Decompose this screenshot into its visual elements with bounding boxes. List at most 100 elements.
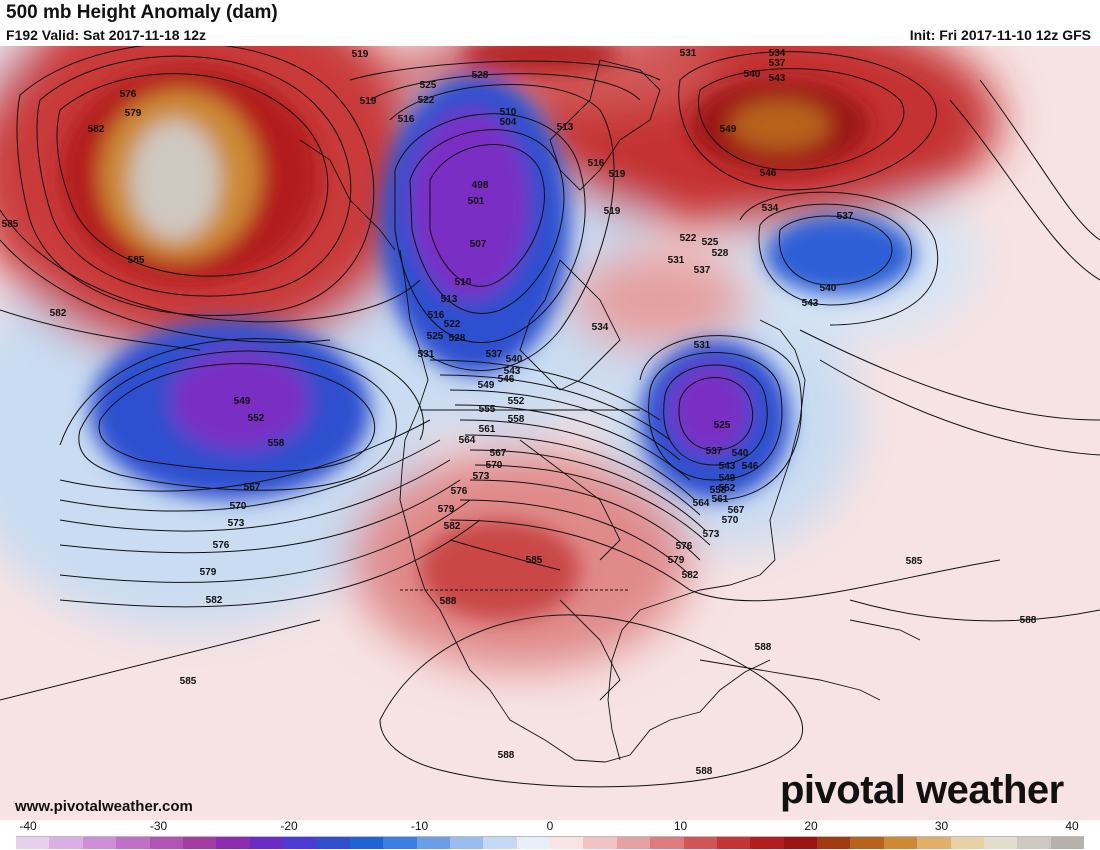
contour-label: 537: [769, 58, 786, 69]
contour-label: 516: [588, 158, 605, 169]
colorbar-swatch: [1017, 837, 1051, 849]
coastlines: [299, 59, 921, 763]
contour-label: 513: [441, 294, 458, 305]
colorbar-swatch: [283, 837, 317, 849]
contour-label: 516: [428, 310, 445, 321]
contour-label: 585: [180, 676, 197, 687]
contour-label: 540: [732, 448, 749, 459]
contour-label: 534: [769, 48, 786, 59]
colorbar-swatch: [817, 837, 851, 849]
contour-label: 567: [490, 448, 507, 459]
contour-label: 537: [694, 265, 711, 276]
contour-label: 567: [728, 505, 745, 516]
contour-label: 552: [508, 396, 525, 407]
contour-label: 585: [526, 555, 543, 566]
contour-label: 582: [444, 521, 461, 532]
colorbar-swatch: [216, 837, 250, 849]
contour-label: 501: [468, 196, 485, 207]
colorbar-tick-label: -30: [149, 819, 168, 833]
contour-label: 585: [128, 255, 145, 266]
contour-label: 537: [486, 349, 503, 360]
colorbar-swatch: [950, 837, 984, 849]
contour-label: 519: [609, 169, 626, 180]
colorbar-swatch: [650, 837, 684, 849]
init-time: Init: Fri 2017-11-10 12z GFS: [909, 27, 1091, 43]
contour-label: 543: [719, 461, 736, 472]
colorbar-swatch: [149, 837, 183, 849]
colorbar-swatch: [316, 837, 350, 849]
contour-label: 588: [755, 642, 772, 653]
contour-label: 579: [438, 504, 455, 515]
contour-label: 561: [712, 494, 729, 505]
contour-label: 519: [604, 206, 621, 217]
contour-label: 561: [479, 424, 496, 435]
contour-label: 552: [719, 483, 736, 494]
contour-label: 531: [680, 48, 697, 59]
colorbar-swatch: [783, 837, 817, 849]
contour-label: 522: [680, 233, 697, 244]
contour-label: 525: [702, 237, 719, 248]
website-url[interactable]: www.pivotalweather.com: [15, 798, 193, 815]
contour-label: 585: [2, 219, 19, 230]
colorbar-tick-label: -10: [410, 819, 429, 833]
contour-label: 531: [694, 340, 711, 351]
contour-label: 549: [719, 473, 736, 484]
colorbar-tick-label: 20: [804, 819, 818, 833]
colorbar-tick-label: 10: [673, 819, 688, 833]
map-header: 500 mb Height Anomaly (dam) F192 Valid: …: [0, 0, 1100, 46]
contour-label: 549: [478, 380, 495, 391]
contour-label: 510: [500, 107, 517, 118]
contour-label: 585: [906, 556, 923, 567]
contour-label: 573: [228, 518, 245, 529]
colorbar-swatch: [449, 837, 484, 849]
colorbar-swatch: [249, 837, 283, 849]
contour-label: 498: [472, 180, 489, 191]
contour-label: 582: [682, 570, 699, 581]
contour-label: 546: [742, 461, 759, 472]
colorbar-tick-label: 40: [1065, 819, 1079, 833]
colorbar-swatch: [516, 837, 550, 849]
contour-label: 540: [820, 283, 837, 294]
colorbar-swatch: [683, 837, 717, 849]
contour-label: 537: [837, 211, 854, 222]
contour-label: 531: [418, 349, 435, 360]
contour-label: 534: [592, 322, 609, 333]
colorbar-swatch: [416, 837, 450, 849]
contour-label: 576: [120, 89, 137, 100]
colorbar-swatch: [1050, 837, 1084, 849]
colorbar-tick-label: 30: [934, 819, 949, 833]
contour-label: 540: [506, 354, 523, 365]
colorbar-swatch: [750, 837, 784, 849]
colorbar-swatch: [583, 837, 617, 849]
colorbar-swatch: [716, 837, 751, 849]
contour-label: 546: [760, 168, 777, 179]
contour-label: 531: [668, 255, 685, 266]
contour-label: 534: [762, 203, 779, 214]
colorbar-swatch: [883, 837, 918, 849]
height-contours: [0, 46, 1100, 788]
colorbar-swatch: [483, 837, 517, 849]
pivotal-weather-logo: pivotal weather: [780, 768, 1064, 812]
contour-label: 564: [459, 435, 476, 446]
contour-label: 528: [472, 70, 489, 81]
contour-label: 588: [1020, 615, 1037, 626]
colorbar-swatch: [917, 837, 951, 849]
contour-label: 507: [470, 239, 487, 250]
colorbar-tick-label: -20: [280, 819, 298, 833]
contour-label: 528: [449, 333, 466, 344]
contour-label: 510: [455, 277, 472, 288]
contour-label: 564: [693, 498, 710, 509]
contour-label: 582: [206, 595, 223, 606]
contour-label: 588: [498, 750, 515, 761]
colorbar-swatch: [850, 837, 884, 849]
contour-label: 522: [444, 319, 461, 330]
colorbar-tick-label: -40: [19, 819, 37, 833]
contour-label: 576: [451, 486, 468, 497]
contour-label: 549: [720, 124, 737, 135]
contour-label: 516: [398, 114, 415, 125]
anomaly-cores: [60, 46, 915, 620]
contour-label: 567: [244, 482, 261, 493]
colorbar-swatch: [49, 837, 83, 849]
contour-label: 543: [769, 73, 786, 84]
